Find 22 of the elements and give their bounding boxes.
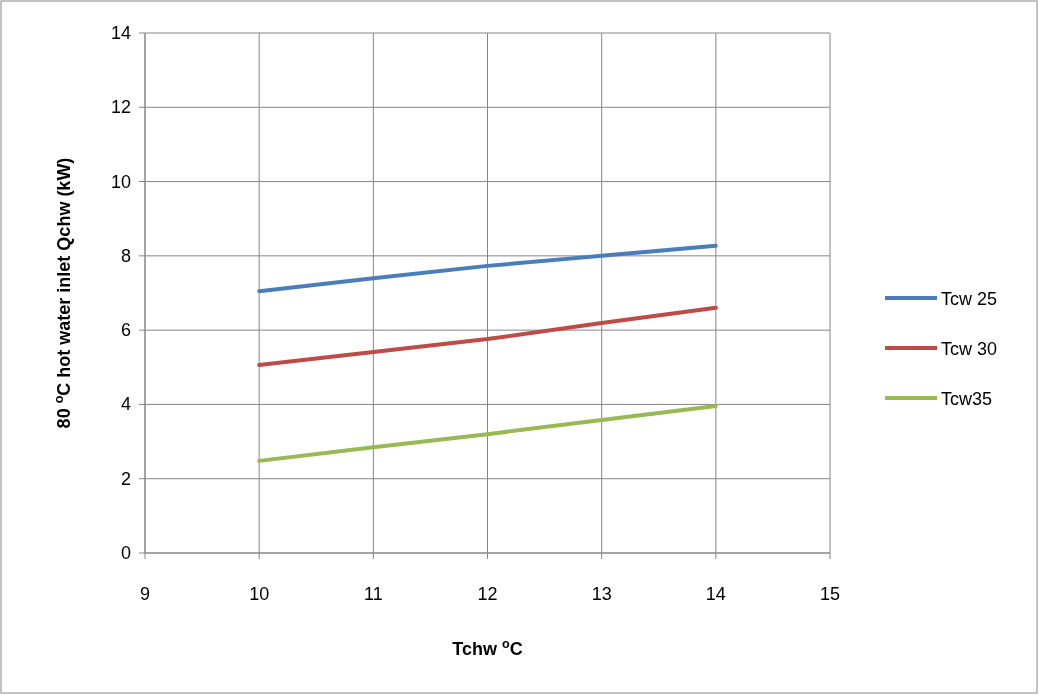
y-tick-label: 10 <box>110 171 131 192</box>
y-tick-label: 2 <box>120 468 131 489</box>
y-tick-label: 14 <box>110 23 131 43</box>
y-tick-label: 6 <box>120 320 131 341</box>
y-tick-label: 12 <box>110 97 131 118</box>
line-series <box>257 243 718 294</box>
x-tick-label: 9 <box>139 584 151 604</box>
y-tick-label: 0 <box>120 543 131 563</box>
legend-label: Tcw 30 <box>941 339 998 359</box>
y-tick-label: 8 <box>120 245 131 266</box>
legend-label: Tcw35 <box>941 389 993 409</box>
x-axis-title: Tchw $^{o}$C <box>452 637 523 659</box>
x-tick-label: 12 <box>477 584 498 604</box>
x-tick-label: 11 <box>363 584 383 604</box>
x-tick-label: 13 <box>591 584 612 604</box>
x-tick-label: 15 <box>819 584 841 604</box>
legend-label: Tcw 25 <box>941 289 998 309</box>
x-tick-label: 14 <box>705 584 726 604</box>
y-tick-label: 4 <box>120 394 131 415</box>
line-series <box>257 305 718 368</box>
x-tick-label: 10 <box>249 584 270 604</box>
line-series <box>257 403 718 463</box>
